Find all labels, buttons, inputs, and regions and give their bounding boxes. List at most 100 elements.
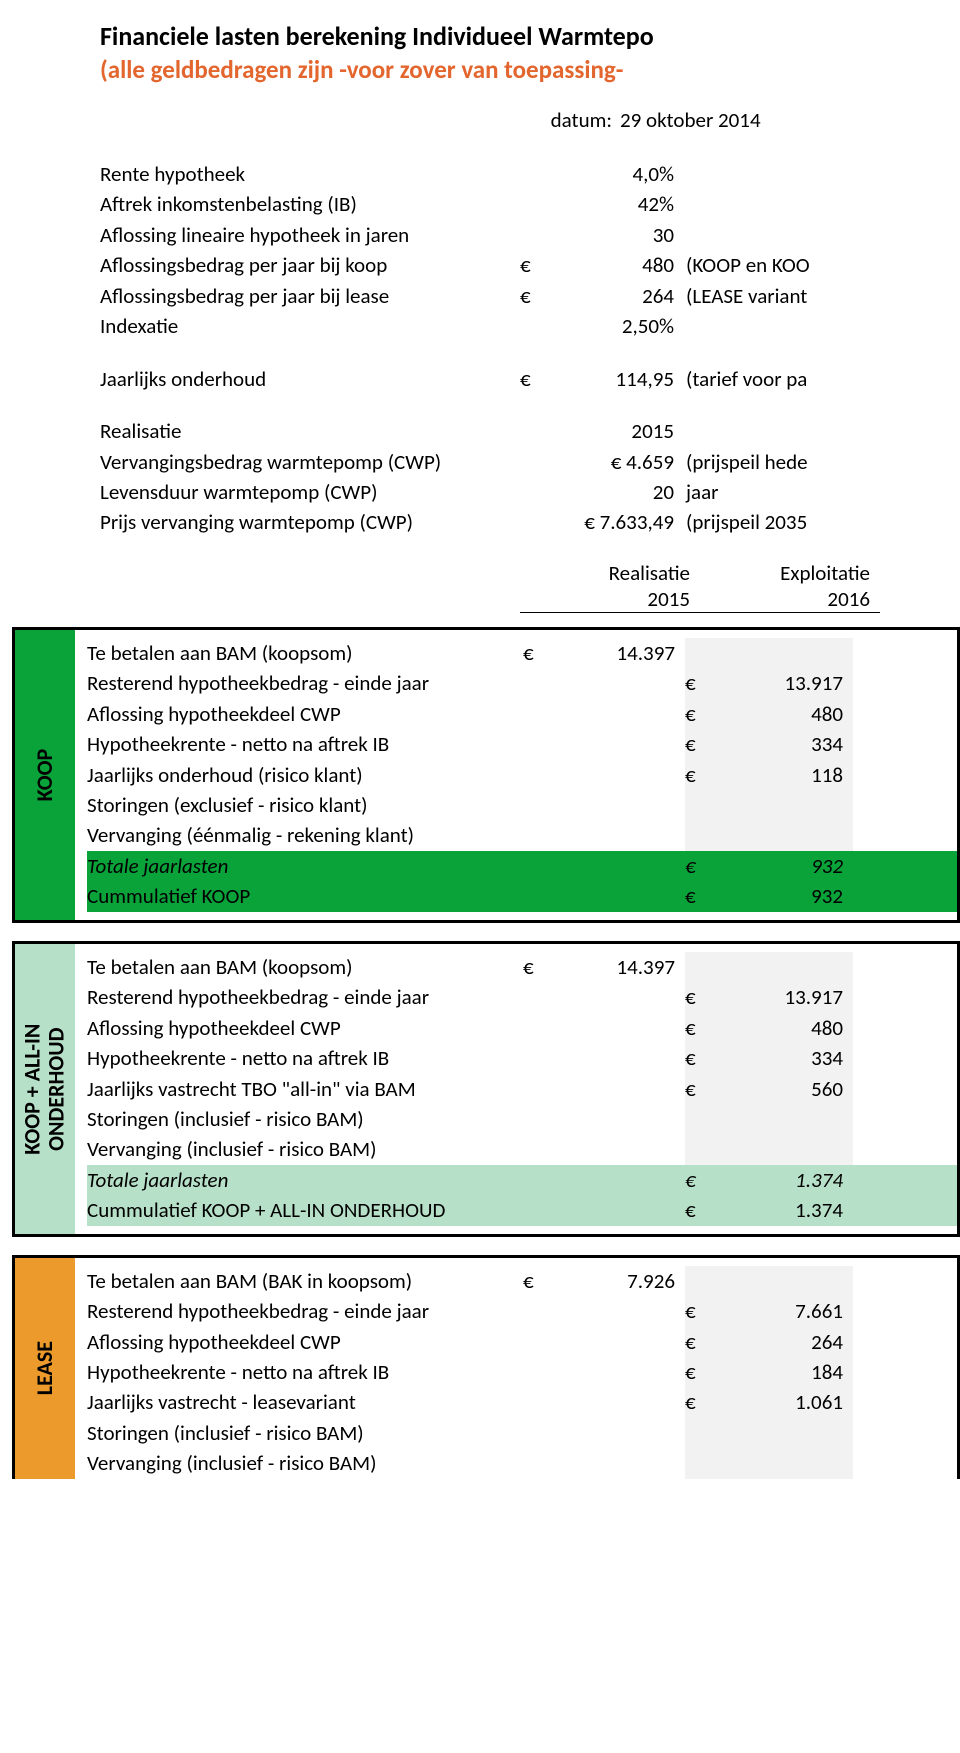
param-sym: € (520, 364, 570, 394)
section-allin: KOOP + ALL-INONDERHOUD Te betalen aan BA… (12, 941, 960, 1237)
param-sym (520, 159, 570, 189)
param-sym (520, 477, 570, 507)
row-c2-sym: € (685, 1357, 721, 1387)
row-c1-val (559, 790, 685, 820)
param-label: Vervangingsbedrag warmtepomp (CWP) (100, 447, 520, 477)
param-row: Realisatie2015 (100, 416, 960, 446)
row-c2-sym: € (685, 760, 721, 790)
row-c1-sym (523, 1387, 559, 1417)
row-c2-sym: € (685, 1387, 721, 1417)
data-row: Aflossing hypotheekdeel CWP€264 (87, 1327, 957, 1357)
tab-lease-label: LEASE (33, 1341, 57, 1395)
row-c1-sym: € (523, 952, 559, 982)
row-c1-val (559, 760, 685, 790)
row-label: Vervanging (inclusief - risico BAM) (87, 1448, 523, 1478)
param-row: Aflossingsbedrag per jaar bij koop€480(K… (100, 250, 960, 280)
row-c1-val (559, 668, 685, 698)
row-c1-val: 14.397 (559, 952, 685, 982)
row-c1-sym (523, 729, 559, 759)
row-label: Aflossing hypotheekdeel CWP (87, 1013, 523, 1043)
data-row: Hypotheekrente - netto na aftrek IB€334 (87, 1043, 957, 1073)
row-c1-sym (523, 1104, 559, 1134)
data-row: Storingen (exclusief - risico klant) (87, 790, 957, 820)
row-c2-sym: € (685, 1043, 721, 1073)
data-row: Aflossing hypotheekdeel CWP€480 (87, 699, 957, 729)
section-lease: LEASE Te betalen aan BAM (BAK in koopsom… (12, 1255, 960, 1479)
param-sym (520, 447, 570, 477)
koop-cum-label: Cummulatief KOOP (87, 881, 523, 911)
param-label: Indexatie (100, 311, 520, 341)
col1-header-bot: 2015 (520, 586, 690, 612)
col2-header-bot: 2016 (700, 586, 870, 612)
row-c2-val: 13.917 (721, 668, 853, 698)
row-c2-sym: € (685, 1327, 721, 1357)
row-c2-val: 184 (721, 1357, 853, 1387)
data-row: Storingen (inclusief - risico BAM) (87, 1104, 957, 1134)
param-note: (KOOP en KOO (680, 250, 810, 280)
param-label: Aflossing lineaire hypotheek in jaren (100, 220, 520, 250)
data-row: Vervanging (inclusief - risico BAM) (87, 1134, 957, 1164)
row-label: Resterend hypotheekbedrag - einde jaar (87, 1296, 523, 1326)
col2-header-top: Exploitatie (700, 560, 870, 586)
row-c2-val: 334 (721, 729, 853, 759)
row-c1-val (559, 1357, 685, 1387)
data-row: Resterend hypotheekbedrag - einde jaar€1… (87, 668, 957, 698)
row-label: Vervanging (éénmalig - rekening klant) (87, 820, 523, 850)
row-label: Te betalen aan BAM (BAK in koopsom) (87, 1266, 523, 1296)
param-val: 264 (570, 281, 680, 311)
row-c1-val (559, 1327, 685, 1357)
param-label: Levensduur warmtepomp (CWP) (100, 477, 520, 507)
param-val: 114,95 (570, 364, 680, 394)
param-val: 4,0% (570, 159, 680, 189)
data-row: Vervanging (éénmalig - rekening klant) (87, 820, 957, 850)
row-c2-val (721, 820, 853, 850)
param-row: Prijs vervanging warmtepomp (CWP) € 7.633… (100, 507, 960, 537)
row-c1-val (559, 1074, 685, 1104)
row-c1-sym (523, 1134, 559, 1164)
allin-cum-sym: € (685, 1195, 721, 1225)
row-label: Hypotheekrente - netto na aftrek IB (87, 1043, 523, 1073)
row-c2-sym: € (685, 1296, 721, 1326)
row-label: Storingen (inclusief - risico BAM) (87, 1104, 523, 1134)
row-c1-val (559, 1013, 685, 1043)
row-c2-val (721, 1266, 853, 1296)
section-koop: KOOP Te betalen aan BAM (koopsom)€14.397… (12, 627, 960, 923)
row-label: Jaarlijks onderhoud (risico klant) (87, 760, 523, 790)
param-sym (520, 189, 570, 219)
row-label: Jaarlijks vastrecht - leasevariant (87, 1387, 523, 1417)
row-c2-val: 1.061 (721, 1387, 853, 1417)
param-row: Vervangingsbedrag warmtepomp (CWP) € 4.65… (100, 447, 960, 477)
row-c1-val (559, 1387, 685, 1417)
row-c2-val: 264 (721, 1327, 853, 1357)
param-note: (LEASE variant (680, 281, 807, 311)
row-c2-val (721, 638, 853, 668)
row-label: Storingen (exclusief - risico klant) (87, 790, 523, 820)
data-row: Vervanging (inclusief - risico BAM) (87, 1448, 957, 1478)
param-val: € 4.659 (570, 447, 680, 477)
row-c1-val: 14.397 (559, 638, 685, 668)
param-val: 480 (570, 250, 680, 280)
row-c2-val (721, 1104, 853, 1134)
param-label: Aftrek inkomstenbelasting (IB) (100, 189, 520, 219)
koop-cum-sym: € (685, 881, 721, 911)
param-val: € 7.633,49 (570, 507, 680, 537)
data-row: Te betalen aan BAM (BAK in koopsom)€7.92… (87, 1266, 957, 1296)
row-c2-sym: € (685, 982, 721, 1012)
row-label: Vervanging (inclusief - risico BAM) (87, 1134, 523, 1164)
row-c1-sym (523, 820, 559, 850)
row-c1-val (559, 1043, 685, 1073)
param-note (680, 189, 686, 219)
param-val: 30 (570, 220, 680, 250)
row-c2-val: 480 (721, 699, 853, 729)
row-c2-sym (685, 1418, 721, 1448)
row-c2-sym (685, 638, 721, 668)
koop-total-val: 932 (721, 851, 853, 881)
data-row: Jaarlijks vastrecht - leasevariant €1.061 (87, 1387, 957, 1417)
param-note (680, 311, 686, 341)
row-c2-val (721, 952, 853, 982)
param-label: Prijs vervanging warmtepomp (CWP) (100, 507, 520, 537)
data-row: Hypotheekrente - netto na aftrek IB€184 (87, 1357, 957, 1387)
row-c1-sym (523, 760, 559, 790)
row-label: Storingen (inclusief - risico BAM) (87, 1418, 523, 1448)
row-label: Hypotheekrente - netto na aftrek IB (87, 729, 523, 759)
